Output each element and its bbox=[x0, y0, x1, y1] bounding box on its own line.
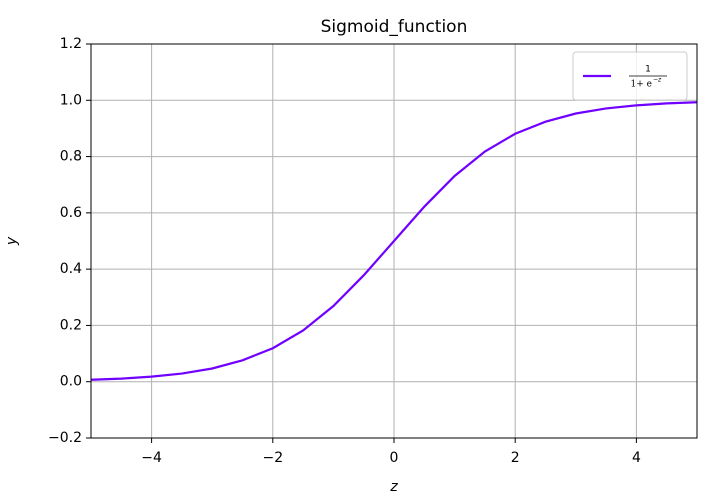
x-axis-label: z bbox=[389, 479, 398, 495]
x-tick-label: −2 bbox=[262, 450, 283, 466]
x-tick-label: 4 bbox=[632, 450, 641, 466]
legend-exponent: −z bbox=[653, 77, 662, 84]
y-tick-label: 1.2 bbox=[60, 36, 82, 52]
legend: 1 1+ e −z bbox=[572, 51, 688, 101]
plot-frame bbox=[90, 43, 698, 439]
y-tick-label: −0.2 bbox=[48, 430, 82, 446]
legend-numerator: 1 bbox=[645, 65, 651, 75]
x-tick-label: 0 bbox=[390, 450, 399, 466]
y-tick-label: 0.0 bbox=[60, 374, 82, 390]
y-tick-label: 0.2 bbox=[60, 317, 82, 333]
y-tick-label: 0.8 bbox=[60, 149, 82, 165]
y-tick-label: 0.4 bbox=[60, 261, 82, 277]
legend-denominator: 1+ e bbox=[631, 80, 652, 90]
line-series bbox=[90, 101, 698, 381]
y-axis-label: y bbox=[4, 236, 20, 246]
chart-title: Sigmoid_function bbox=[321, 17, 468, 37]
x-tick-label: −4 bbox=[141, 450, 162, 466]
y-tick-label: 0.6 bbox=[60, 205, 82, 221]
y-tick-label: 1.0 bbox=[60, 92, 82, 108]
x-tick-label: 2 bbox=[511, 450, 520, 466]
